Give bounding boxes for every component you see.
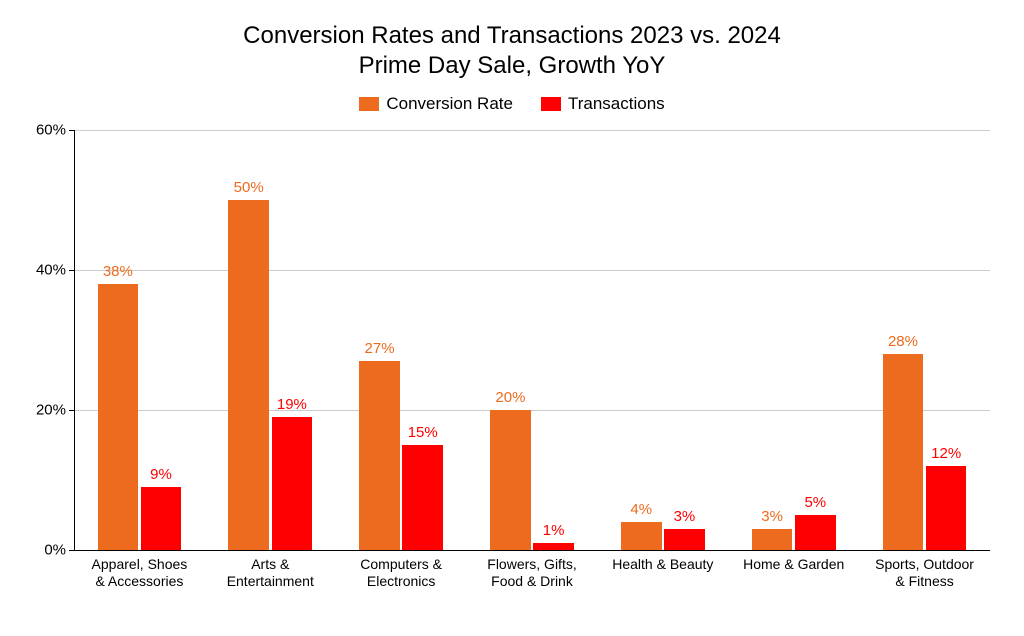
bar-value-label: 1% — [543, 522, 565, 539]
bar — [795, 515, 836, 550]
legend-swatch — [359, 97, 379, 111]
bar-value-label: 5% — [804, 494, 826, 511]
bar — [98, 284, 139, 550]
category-label: Apparel, Shoes& Accessories — [77, 556, 202, 590]
bar-value-label: 9% — [150, 466, 172, 483]
chart-title-line1: Conversion Rates and Transactions 2023 v… — [0, 22, 1024, 50]
bar — [141, 487, 182, 550]
bar — [621, 522, 662, 550]
bar-value-label: 50% — [234, 179, 264, 196]
bar-value-label: 3% — [761, 508, 783, 525]
legend-label: Conversion Rate — [386, 94, 513, 114]
legend-label: Transactions — [568, 94, 665, 114]
gridline — [74, 270, 990, 271]
bar-value-label: 12% — [931, 445, 961, 462]
bar-value-label: 20% — [495, 389, 525, 406]
y-axis-line — [74, 130, 75, 550]
bar-value-label: 27% — [365, 340, 395, 357]
bar — [883, 354, 924, 550]
bar-value-label: 19% — [277, 396, 307, 413]
bar-value-label: 28% — [888, 333, 918, 350]
bar — [664, 529, 705, 550]
legend-swatch — [541, 97, 561, 111]
bar-value-label: 15% — [408, 424, 438, 441]
legend-item: Transactions — [541, 94, 665, 114]
category-label: Computers &Electronics — [339, 556, 464, 590]
bar — [402, 445, 443, 550]
bar — [272, 417, 313, 550]
y-tick-label: 40% — [32, 262, 66, 279]
bar — [926, 466, 967, 550]
legend: Conversion Rate Transactions — [0, 94, 1024, 116]
category-label: Health & Beauty — [600, 556, 725, 573]
bar — [228, 200, 269, 550]
bar-value-label: 3% — [674, 508, 696, 525]
bar — [359, 361, 400, 550]
category-label: Home & Garden — [731, 556, 856, 573]
gridline — [74, 130, 990, 131]
bar — [533, 543, 574, 550]
bar-value-label: 4% — [630, 501, 652, 518]
category-label: Flowers, Gifts,Food & Drink — [470, 556, 595, 590]
chart-title-line2: Prime Day Sale, Growth YoY — [0, 52, 1024, 80]
category-label: Sports, Outdoor& Fitness — [862, 556, 987, 590]
y-tick-label: 0% — [32, 542, 66, 559]
x-axis-line — [74, 550, 990, 551]
bar — [490, 410, 531, 550]
y-tick-label: 20% — [32, 402, 66, 419]
category-label: Arts &Entertainment — [208, 556, 333, 590]
y-tick-label: 60% — [32, 122, 66, 139]
plot-area: 0%20%40%60%38%9%50%19%27%15%20%1%4%3%3%5… — [74, 130, 990, 550]
chart-container: Conversion Rates and Transactions 2023 v… — [0, 0, 1024, 636]
bar-value-label: 38% — [103, 263, 133, 280]
legend-item: Conversion Rate — [359, 94, 513, 114]
gridline — [74, 410, 990, 411]
bar — [752, 529, 793, 550]
